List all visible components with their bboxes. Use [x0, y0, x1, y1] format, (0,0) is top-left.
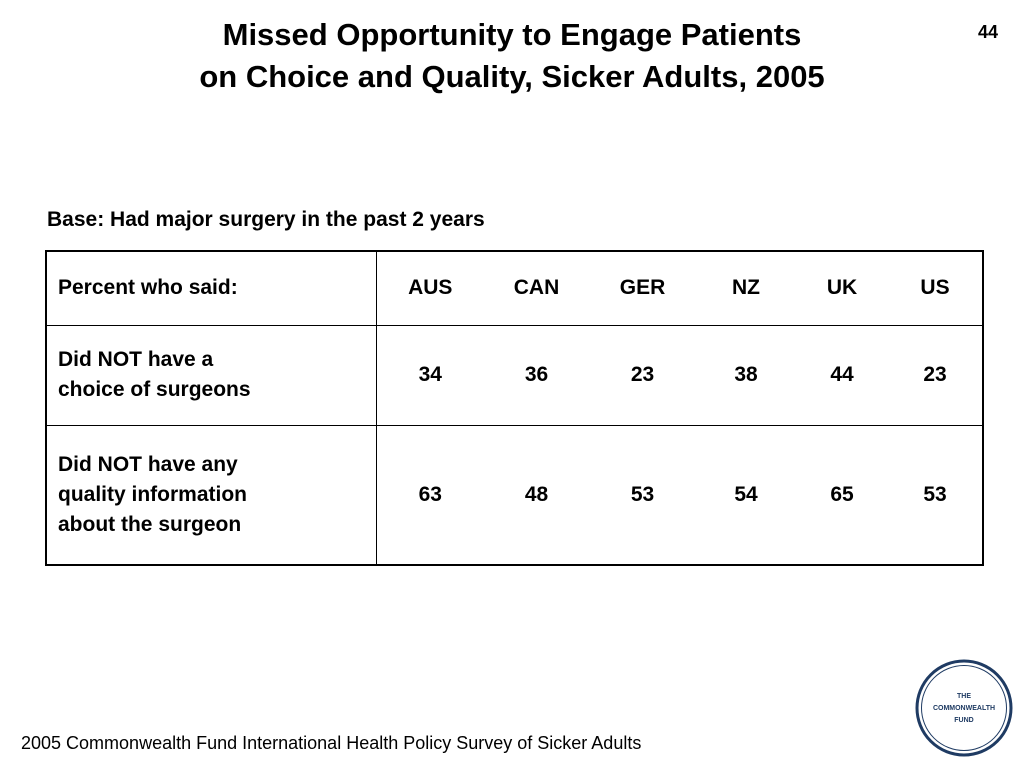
value-cell: 63	[418, 482, 442, 506]
value-cell: 53	[630, 482, 655, 506]
value-cell: 23	[923, 363, 947, 386]
value-cell: 23	[630, 363, 655, 386]
logo-outer-ring	[915, 659, 1013, 757]
slide-title: Missed Opportunity to Engage Patients on…	[60, 14, 964, 98]
column-header: CAN	[513, 276, 560, 300]
row-label: Did NOT have any quality information abo…	[46, 425, 377, 565]
value-cell: 38	[734, 363, 758, 386]
column-header: US	[920, 276, 950, 300]
row-label-line: choice of surgeons	[58, 378, 251, 401]
table-row: Did NOT have a choice of surgeons 34 36 …	[46, 325, 983, 425]
source-footer: 2005 Commonwealth Fund International Hea…	[21, 733, 642, 753]
logo-text-line: FUND	[954, 717, 973, 724]
slide-number: 44	[977, 22, 998, 42]
title-line-2: on Choice and Quality, Sicker Adults, 20…	[199, 59, 825, 94]
table-header-row: Percent who said: AUS CAN GER NZ UK US	[46, 251, 983, 325]
column-header: UK	[826, 276, 858, 300]
column-header: GER	[619, 276, 666, 300]
value-cell: 54	[734, 482, 758, 506]
value-cell: 48	[524, 482, 549, 506]
row-label-line: Did NOT have any	[58, 452, 238, 476]
logo-text-line: COMMONWEALTH	[933, 705, 995, 712]
row-label-line: about the surgeon	[58, 512, 242, 536]
data-table: Percent who said: AUS CAN GER NZ UK US D…	[45, 250, 984, 566]
value-cell: 36	[524, 363, 549, 386]
row-label-line: Did NOT have a	[58, 348, 214, 371]
row-label: Did NOT have a choice of surgeons	[46, 325, 377, 425]
row-label-line: quality information	[58, 482, 247, 506]
value-cell: 34	[418, 363, 442, 386]
value-cell: 53	[923, 482, 947, 506]
header-label: Percent who said:	[46, 251, 377, 325]
column-header: NZ	[732, 276, 760, 300]
column-header: AUS	[408, 276, 453, 300]
table-row: Did NOT have any quality information abo…	[46, 425, 983, 565]
value-cell: 65	[830, 482, 854, 506]
commonwealth-fund-logo: THE COMMONWEALTH FUND	[915, 659, 1013, 757]
base-note: Base: Had major surgery in the past 2 ye…	[47, 208, 485, 231]
logo-text-line: THE	[957, 693, 971, 700]
title-line-1: Missed Opportunity to Engage Patients	[222, 17, 802, 52]
value-cell: 44	[830, 363, 854, 386]
logo-inner-ring	[921, 665, 1007, 751]
